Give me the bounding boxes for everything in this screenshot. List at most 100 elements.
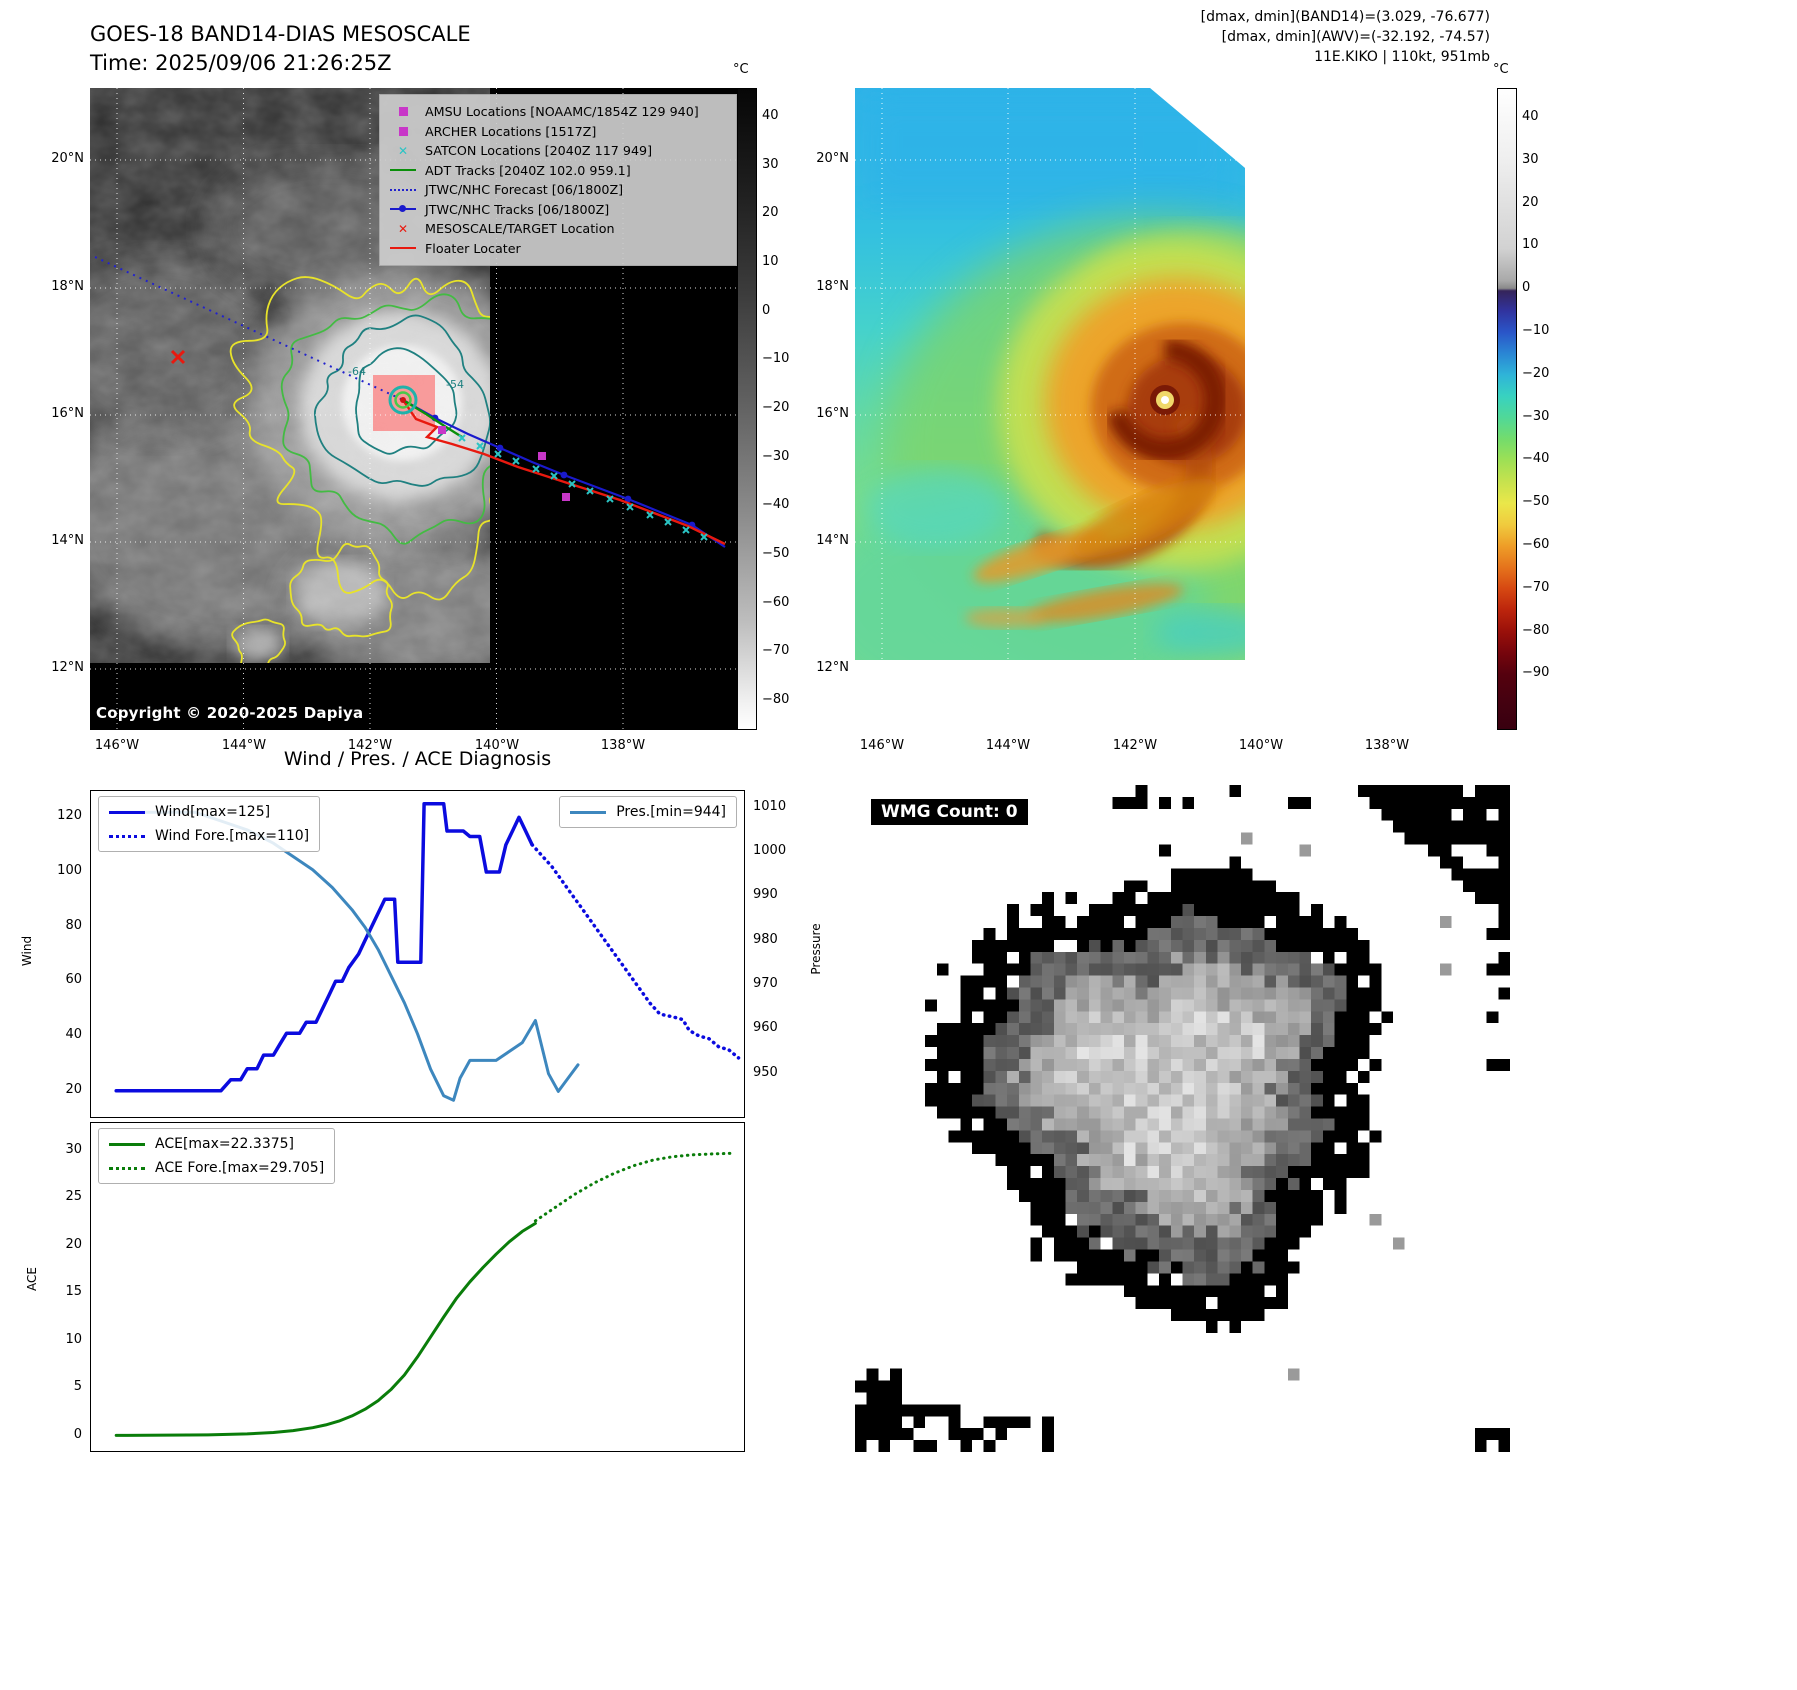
- jtwc-track-point: [560, 471, 568, 479]
- satcon-marker: [586, 487, 594, 495]
- awv-lon-tick: 138°W: [1364, 738, 1410, 753]
- satcon-marker: [700, 533, 708, 541]
- pressure-axis-tick: 990: [753, 887, 778, 902]
- wmg-image: [855, 785, 1510, 1452]
- ir-map-legend: AMSU Locations [NOAAMC/1854Z 129 940] ARC…: [379, 94, 737, 266]
- ir-lat-tick: 16°N: [51, 406, 84, 421]
- awv-dmax-awv: [dmax, dmin](AWV)=(-32.192, -74.57): [1221, 28, 1490, 45]
- linedot-marker-icon: [390, 205, 416, 213]
- ir-legend-item: ARCHER Locations [1517Z]: [388, 122, 728, 142]
- ir-legend-item: JTWC/NHC Forecast [06/1800Z]: [388, 180, 728, 200]
- ir-cb-tick: 10: [762, 254, 779, 269]
- pressure-axis-tick: 980: [753, 932, 778, 947]
- awv-cb-tick: 20: [1522, 195, 1539, 210]
- ACE Fore.[max=29.705]: [533, 1151, 734, 1223]
- ir-legend-item: ✕ MESOSCALE/TARGET Location: [388, 219, 728, 239]
- awv-dmax-band14: [dmax, dmin](BAND14)=(3.029, -76.677): [1200, 9, 1490, 25]
- ir-contours: [229, 276, 490, 663]
- satcon-marker: [646, 511, 654, 519]
- wind-legend-label: Wind[max=125]: [155, 804, 271, 820]
- ace-axis-tick: 25: [65, 1189, 82, 1204]
- satcon-marker: [532, 465, 540, 473]
- ir-cb-tick: −60: [762, 595, 790, 610]
- ace-chart: ACE[max=22.3375] ACE Fore.[max=29.705]: [90, 1122, 745, 1452]
- awv-cb-tick: −80: [1522, 623, 1550, 638]
- awv-lon-tick: 140°W: [1238, 738, 1284, 753]
- ir-lon-tick: 144°W: [221, 738, 267, 753]
- ace-plot: [114, 1151, 734, 1437]
- ace-axis-tick: 5: [73, 1379, 82, 1394]
- satcon-marker: [568, 480, 576, 488]
- ace-line-sample: [109, 1142, 145, 1146]
- ace-axis-tick: 10: [65, 1332, 82, 1347]
- ace-axis-tick: 30: [65, 1142, 82, 1157]
- floater-track: [402, 399, 726, 546]
- wind-axis-tick: 60: [65, 972, 82, 987]
- pressure-axis-tick: 1010: [753, 799, 787, 814]
- ir-cb-tick: −30: [762, 449, 790, 464]
- ir-lon-tick: 142°W: [347, 738, 393, 753]
- awv-cb-tick: 0: [1522, 280, 1531, 295]
- jtwc-track-point: [496, 444, 504, 452]
- ir-lat-tick: 12°N: [51, 660, 84, 675]
- ir-legend-item: ✕ SATCON Locations [2040Z 117 949]: [388, 141, 728, 161]
- awv-lat-tick: 20°N: [816, 151, 849, 166]
- storm-center-ring-outer: [388, 385, 418, 415]
- copyright: Copyright © 2020-2025 Dapiya: [96, 704, 364, 722]
- wmg-count-label: WMG Count: 0: [871, 799, 1028, 825]
- line-marker-icon: [390, 247, 416, 250]
- wind-legend: Wind[max=125] Wind Fore.[max=110]: [98, 796, 321, 852]
- awv-lat-tick: 14°N: [816, 533, 849, 548]
- wind-axis-tick: 120: [57, 808, 82, 823]
- x-marker-icon: ✕: [397, 143, 409, 158]
- satcon-marker: [512, 457, 520, 465]
- hurricane-eye: [1161, 396, 1169, 404]
- legend-item: Wind Fore.[max=110]: [109, 828, 309, 844]
- ir-cb-tick: −10: [762, 351, 790, 366]
- awv-graticule: [855, 88, 1245, 660]
- wind-axis-tick: 20: [65, 1082, 82, 1097]
- satcon-marker: [458, 434, 466, 442]
- wind-axis-tick: 40: [65, 1027, 82, 1042]
- ir-lat-tick: 14°N: [51, 533, 84, 548]
- storm-tracks: [94, 256, 726, 548]
- wind-forecast-line-sample: [109, 834, 145, 838]
- amsu-marker: [438, 426, 446, 434]
- legend-item: ACE[max=22.3375]: [109, 1136, 324, 1152]
- ir-time: Time: 2025/09/06 21:26:25Z: [90, 50, 392, 75]
- ace-axis-label: ACE: [25, 1267, 39, 1291]
- legend-item: ACE Fore.[max=29.705]: [109, 1160, 324, 1176]
- storm-center-ring-inner: [394, 391, 412, 409]
- awv-map-image: [855, 88, 1490, 730]
- pressure-legend: Pres.[min=944]: [559, 796, 737, 828]
- ir-lon-tick: 140°W: [474, 738, 520, 753]
- ir-cb-tick: −20: [762, 400, 790, 415]
- legend-item: Pres.[min=944]: [570, 804, 726, 820]
- satcon-marker: [682, 526, 690, 534]
- ir-cb-tick: −40: [762, 497, 790, 512]
- ir-cb-tick: 40: [762, 108, 779, 123]
- ir-cb-tick: −70: [762, 643, 790, 658]
- pressure-axis-tick: 970: [753, 976, 778, 991]
- ir-legend-label: ADT Tracks [2040Z 102.0 959.1]: [425, 162, 631, 178]
- jtwc-track-point: [624, 495, 632, 503]
- wind-axis-tick: 80: [65, 918, 82, 933]
- awv-lat-tick: 18°N: [816, 279, 849, 294]
- awv-colorbar: [1497, 88, 1517, 730]
- Pres.[min=944]: [114, 810, 580, 1102]
- ace-legend-label: ACE[max=22.3375]: [155, 1136, 295, 1152]
- ir-cb-tick: 20: [762, 205, 779, 220]
- Wind Fore.[max=110]: [530, 842, 741, 1060]
- ir-legend-label: SATCON Locations [2040Z 117 949]: [425, 143, 653, 159]
- satcon-marker: [664, 518, 672, 526]
- wind-pressure-chart: Wind[max=125] Wind Fore.[max=110] Pres.[…: [90, 790, 745, 1118]
- ir-legend-label: MESOSCALE/TARGET Location: [425, 221, 615, 237]
- storm-center-dot: [400, 397, 406, 403]
- awv-cb-tick: −60: [1522, 537, 1550, 552]
- awv-imagery: [855, 88, 1245, 660]
- ir-legend-item: JTWC/NHC Tracks [06/1800Z]: [388, 200, 728, 220]
- ir-title: GOES-18 BAND14-DIAS MESOSCALE: [90, 22, 471, 46]
- awv-cb-tick: −70: [1522, 580, 1550, 595]
- ace-axis-tick: 20: [65, 1237, 82, 1252]
